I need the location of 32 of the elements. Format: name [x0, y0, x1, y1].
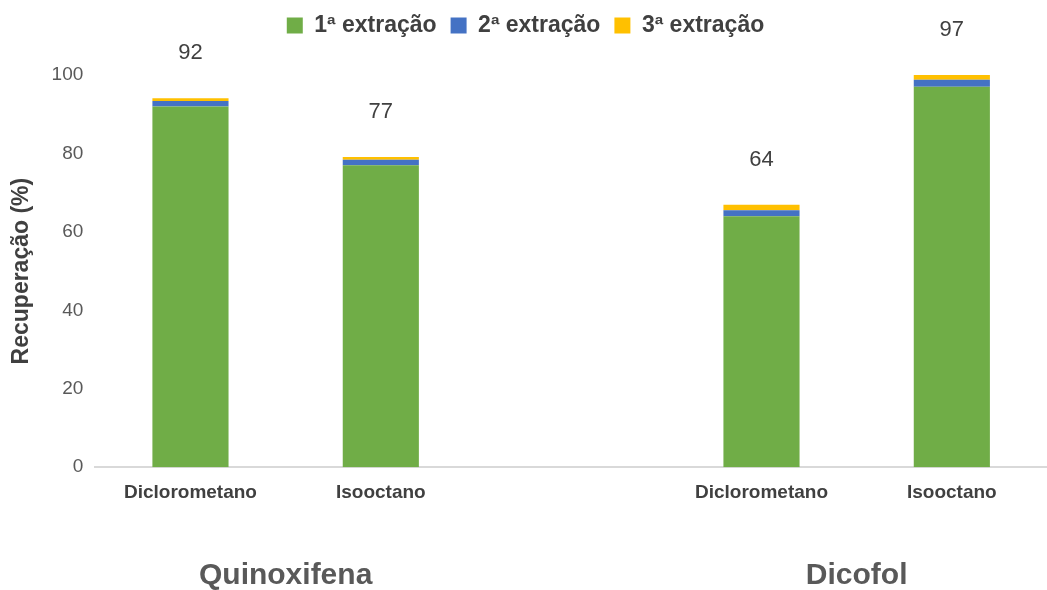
y-axis-title: Recuperação (%): [7, 177, 34, 365]
text: Quinoxifena: [198, 557, 373, 590]
bar: [723, 204, 800, 211]
bar: [723, 216, 800, 468]
y-tick-label: 80: [62, 141, 84, 163]
data-label: 92: [178, 39, 203, 65]
bar: [913, 75, 990, 80]
x-tick-label: Diclorometano: [123, 480, 257, 502]
legend-label: 1ª extração: [314, 10, 437, 37]
bar: [152, 106, 229, 468]
bar: [723, 210, 800, 217]
data-label: 97: [939, 16, 965, 42]
text: Dicofol: [805, 557, 908, 590]
bar: [342, 156, 419, 160]
y-tick-label: 100: [51, 63, 84, 85]
y-tick-label: 20: [62, 376, 84, 398]
x-tick-label: Isooctano: [335, 480, 426, 502]
bar: [342, 159, 419, 166]
legend-label: 3ª extração: [641, 10, 765, 37]
bar: [913, 86, 990, 468]
x-tick-label: Isooctano: [906, 480, 997, 502]
bar: [152, 98, 229, 101]
legend-label: 2ª extração: [478, 10, 601, 37]
bar: [152, 100, 229, 107]
data-label: 77: [368, 98, 394, 124]
y-tick-label: 60: [62, 220, 84, 242]
data-label: 64: [749, 145, 774, 171]
bar: [913, 79, 990, 87]
y-tick-label: 40: [62, 298, 84, 320]
bar: [342, 165, 419, 468]
x-tick-label: Diclorometano: [694, 480, 829, 502]
y-tick-label: 0: [72, 455, 84, 477]
